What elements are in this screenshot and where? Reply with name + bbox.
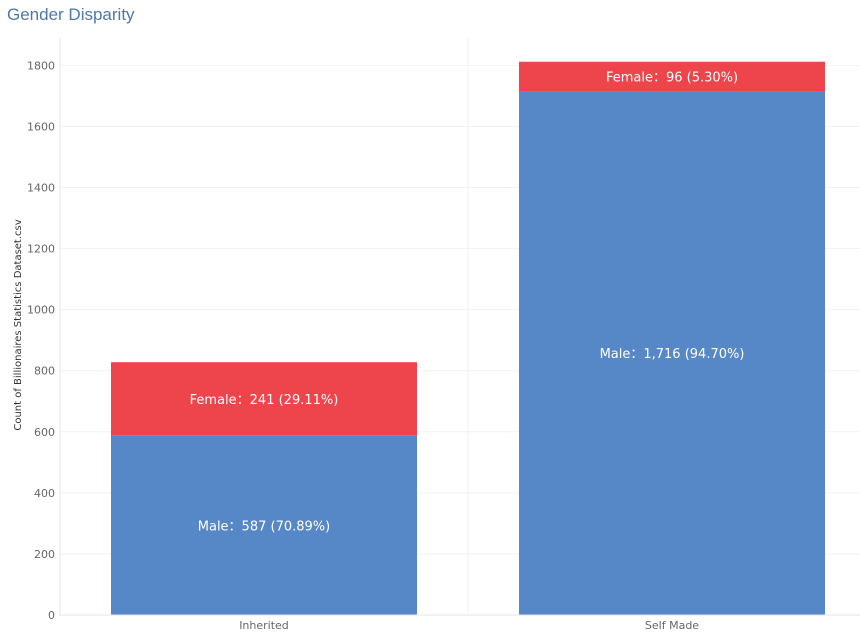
bars <box>111 61 825 616</box>
x-tick-label: Inherited <box>239 619 289 632</box>
y-tick-label: 800 <box>34 365 55 378</box>
y-tick-label: 1600 <box>27 120 55 133</box>
y-tick-label: 1800 <box>27 59 55 72</box>
axes: 0 200 400 600 800 1000 1200 1400 1600 1800 Inherit… <box>27 38 860 632</box>
bar-labels: Male：587 (70.89%) Female：241 (29.11%) Male… <box>190 70 745 534</box>
bar-segment-female-inherited[interactable] <box>111 362 417 436</box>
y-tick-label: 0 <box>48 609 55 622</box>
y-tick-label: 200 <box>34 548 55 561</box>
y-axis-label: Count of Billionaires Statistics Dataset… <box>13 219 24 430</box>
y-tick-label: 600 <box>34 426 55 439</box>
y-tick-label: 1200 <box>27 243 55 256</box>
data-label: Male：1,716 (94.70%) <box>600 347 745 362</box>
bar-segment-male-self-made[interactable] <box>519 91 825 616</box>
y-tick-label: 1000 <box>27 304 55 317</box>
data-label: Female：96 (5.30%) <box>606 70 738 85</box>
chart-title: Gender Disparity <box>7 5 135 24</box>
bar-segment-female-self-made[interactable] <box>519 61 825 92</box>
data-label: Male：587 (70.89%) <box>198 519 330 534</box>
data-label: Female：241 (29.11%) <box>190 393 339 408</box>
x-tick-label: Self Made <box>645 619 699 632</box>
bar-segment-male-inherited[interactable] <box>111 435 417 615</box>
y-tick-label: 1400 <box>27 182 55 195</box>
y-tick-label: 400 <box>34 487 55 500</box>
